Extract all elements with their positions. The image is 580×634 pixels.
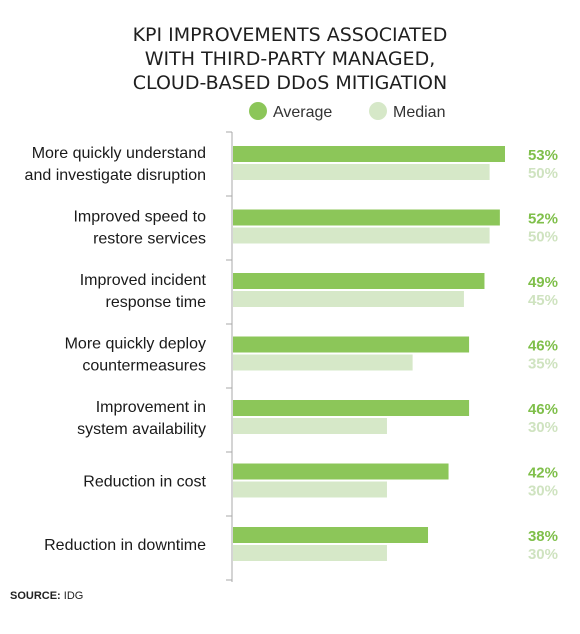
bar-average [233,527,429,543]
category-label: and investigate disruption [25,167,206,184]
category-label: restore services [93,231,206,248]
bar-average [233,273,485,289]
bar-median [233,545,387,561]
category-label: Improvement in [96,399,206,416]
value-label-average: 46% [528,338,558,355]
value-label-average: 38% [528,528,558,545]
chart-title-line: WITH THIRD-PARTY MANAGED, [145,48,435,70]
bar-median [233,164,490,180]
category-label: Improved incident [80,272,207,289]
source-label: SOURCE: [10,590,61,602]
category-label: Reduction in cost [83,474,206,491]
bar-average [233,209,500,226]
category-label: More quickly understand [32,145,206,162]
legend-label-median: Median [393,104,445,121]
value-label-average: 49% [528,274,558,291]
value-label-median: 45% [528,292,558,309]
bar-median [233,291,464,307]
value-labels: 53%50%52%50%49%45%46%35%46%30%42%30%38%3… [528,147,558,563]
value-label-median: 30% [528,419,558,436]
legend-swatch-median [369,102,387,120]
source-text: IDG [63,590,84,602]
category-label: Improved speed to [73,209,206,226]
category-label: countermeasures [82,358,206,375]
category-label: More quickly deploy [65,336,206,353]
chart-title-line: CLOUD-BASED DDoS MITIGATION [133,72,447,94]
bar-average [233,336,470,353]
bars [233,146,505,561]
bar-median [233,354,413,371]
category-label: response time [106,294,207,311]
bar-median [233,418,387,434]
bar-median [233,227,490,244]
chart-title-line: KPI IMPROVEMENTS ASSOCIATED [133,24,448,46]
category-labels: More quickly understand and investigate d… [25,145,207,554]
bar-median [233,481,387,498]
y-axis-ticks [226,131,232,581]
source-note: SOURCE: IDG [10,590,83,602]
legend-swatch-average [249,102,267,120]
legend: Average Median [249,102,445,121]
value-label-median: 50% [528,229,558,246]
bar-average [233,146,505,162]
legend-label-average: Average [273,104,332,121]
bar-average [233,463,449,480]
value-label-average: 46% [528,401,558,418]
value-label-median: 50% [528,165,558,182]
value-label-average: 52% [528,211,558,228]
value-label-median: 30% [528,483,558,500]
bar-average [233,400,470,416]
value-label-median: 30% [528,546,558,563]
value-label-average: 42% [528,465,558,482]
category-label: Reduction in downtime [44,537,206,554]
value-label-average: 53% [528,147,558,164]
value-label-median: 35% [528,356,558,373]
category-label: system availability [77,421,206,438]
